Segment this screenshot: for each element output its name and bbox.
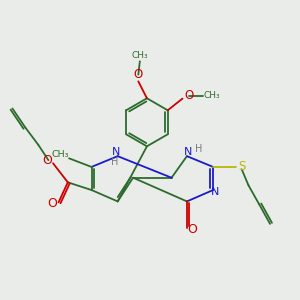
Text: H: H xyxy=(111,157,118,167)
Text: CH₃: CH₃ xyxy=(203,91,220,100)
Text: O: O xyxy=(184,89,194,102)
Text: O: O xyxy=(42,154,52,167)
Text: O: O xyxy=(134,68,142,81)
Text: N: N xyxy=(184,146,193,157)
Text: N: N xyxy=(211,187,219,196)
Text: CH₃: CH₃ xyxy=(131,51,148,60)
Text: O: O xyxy=(47,197,57,210)
Text: H: H xyxy=(195,144,202,154)
Text: N: N xyxy=(112,146,120,157)
Text: S: S xyxy=(238,160,245,173)
Text: CH₃: CH₃ xyxy=(51,150,69,159)
Text: O: O xyxy=(188,223,197,236)
